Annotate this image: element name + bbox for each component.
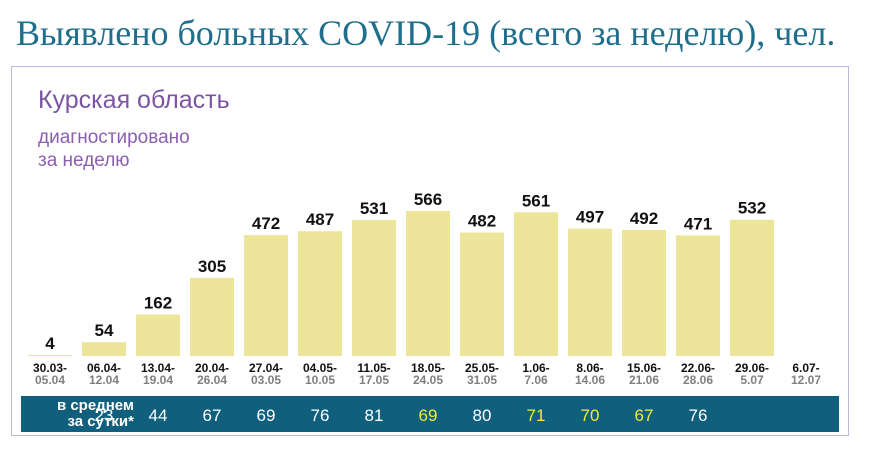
page-title: Выявлено больных COVID-19 (всего за неде… bbox=[16, 13, 836, 53]
bar bbox=[676, 235, 720, 356]
bar-value-label: 305 bbox=[198, 257, 226, 276]
period-end-label: 17.05 bbox=[359, 373, 389, 387]
period-start-label: 11.05- bbox=[357, 361, 390, 375]
period-end-label: 12.07 bbox=[791, 373, 821, 387]
period-end-label: 10.05 bbox=[305, 373, 335, 387]
period-end-label: 05.04 bbox=[35, 373, 65, 387]
bar-value-label: 4 bbox=[45, 334, 55, 353]
bar-value-label: 482 bbox=[468, 212, 496, 231]
daily-average-band bbox=[21, 396, 839, 432]
period-start-label: 1.06- bbox=[522, 361, 549, 375]
period-start-label: 22.06- bbox=[681, 361, 715, 375]
chart-title: Курская область bbox=[38, 86, 230, 114]
daily-average-value: 23 bbox=[95, 406, 114, 425]
bar-value-label: 566 bbox=[414, 190, 442, 209]
daily-average-value: 44 bbox=[149, 406, 168, 425]
period-start-label: 15.06- bbox=[627, 361, 661, 375]
bar bbox=[298, 231, 342, 356]
period-start-label: 13.04- bbox=[141, 361, 175, 375]
daily-average-value: 76 bbox=[311, 406, 330, 425]
daily-average-value: 69 bbox=[419, 406, 438, 425]
bar bbox=[406, 211, 450, 356]
bar bbox=[244, 235, 288, 356]
daily-average-value: 70 bbox=[581, 406, 600, 425]
bar-value-label: 497 bbox=[576, 208, 604, 227]
bar-value-label: 54 bbox=[95, 321, 114, 340]
daily-average-value: 71 bbox=[527, 406, 546, 425]
period-end-label: 14.06 bbox=[575, 373, 605, 387]
period-end-label: 7.06 bbox=[524, 373, 548, 387]
period-end-label: 26.04 bbox=[197, 373, 227, 387]
period-start-label: 20.04- bbox=[195, 361, 229, 375]
period-end-label: 21.06 bbox=[629, 373, 659, 387]
bar-value-label: 471 bbox=[684, 214, 712, 233]
subtitle-line-1: диагностировано bbox=[38, 127, 190, 148]
bar bbox=[730, 219, 774, 356]
daily-average-label: в среднем за сутки* bbox=[22, 398, 134, 430]
period-start-label: 27.04- bbox=[249, 361, 283, 375]
period-start-label: 06.04- bbox=[87, 361, 121, 375]
period-start-label: 04.05- bbox=[303, 361, 337, 375]
bar bbox=[352, 219, 396, 356]
daily-average-label-line-1: в среднем bbox=[56, 397, 134, 414]
daily-average-value: 69 bbox=[257, 406, 276, 425]
daily-average-label-line-2: за сутки* bbox=[67, 413, 134, 430]
bar-value-label: 472 bbox=[252, 214, 280, 233]
daily-average-value: 80 bbox=[473, 406, 492, 425]
period-start-label: 25.05- bbox=[465, 361, 499, 375]
period-end-label: 28.06 bbox=[683, 373, 713, 387]
period-start-label: 29.06- bbox=[735, 361, 769, 375]
period-end-label: 5.07 bbox=[740, 373, 764, 387]
period-end-label: 31.05 bbox=[467, 373, 497, 387]
chart-frame bbox=[11, 66, 849, 436]
bar-value-label: 162 bbox=[144, 293, 172, 312]
period-end-label: 19.04 bbox=[143, 373, 173, 387]
period-end-label: 03.05 bbox=[251, 373, 281, 387]
chart-subtitle: диагностировано за неделю bbox=[38, 126, 190, 172]
bar-value-label: 561 bbox=[522, 191, 550, 210]
bar bbox=[190, 277, 234, 356]
daily-average-value: 67 bbox=[635, 406, 654, 425]
daily-average-value: 76 bbox=[689, 406, 708, 425]
period-end-label: 24.05 bbox=[413, 373, 443, 387]
bar bbox=[28, 354, 72, 356]
period-start-label: 30.03- bbox=[33, 361, 67, 375]
bar-value-label: 487 bbox=[306, 210, 334, 229]
bar bbox=[136, 314, 180, 356]
bar-value-label: 492 bbox=[630, 209, 658, 228]
bar bbox=[568, 228, 612, 356]
period-start-label: 8.06- bbox=[576, 361, 603, 375]
bar bbox=[460, 232, 504, 356]
bar bbox=[622, 229, 666, 356]
period-start-label: 6.07- bbox=[792, 361, 819, 375]
period-end-label: 12.04 bbox=[89, 373, 119, 387]
daily-average-value: 67 bbox=[203, 406, 222, 425]
daily-average-value: 81 bbox=[365, 406, 384, 425]
period-start-label: 18.05- bbox=[411, 361, 445, 375]
bar bbox=[82, 342, 126, 356]
bar-value-label: 531 bbox=[360, 199, 388, 218]
subtitle-line-2: за неделю bbox=[38, 150, 130, 171]
bar bbox=[514, 212, 558, 356]
bar-value-label: 532 bbox=[738, 199, 766, 218]
